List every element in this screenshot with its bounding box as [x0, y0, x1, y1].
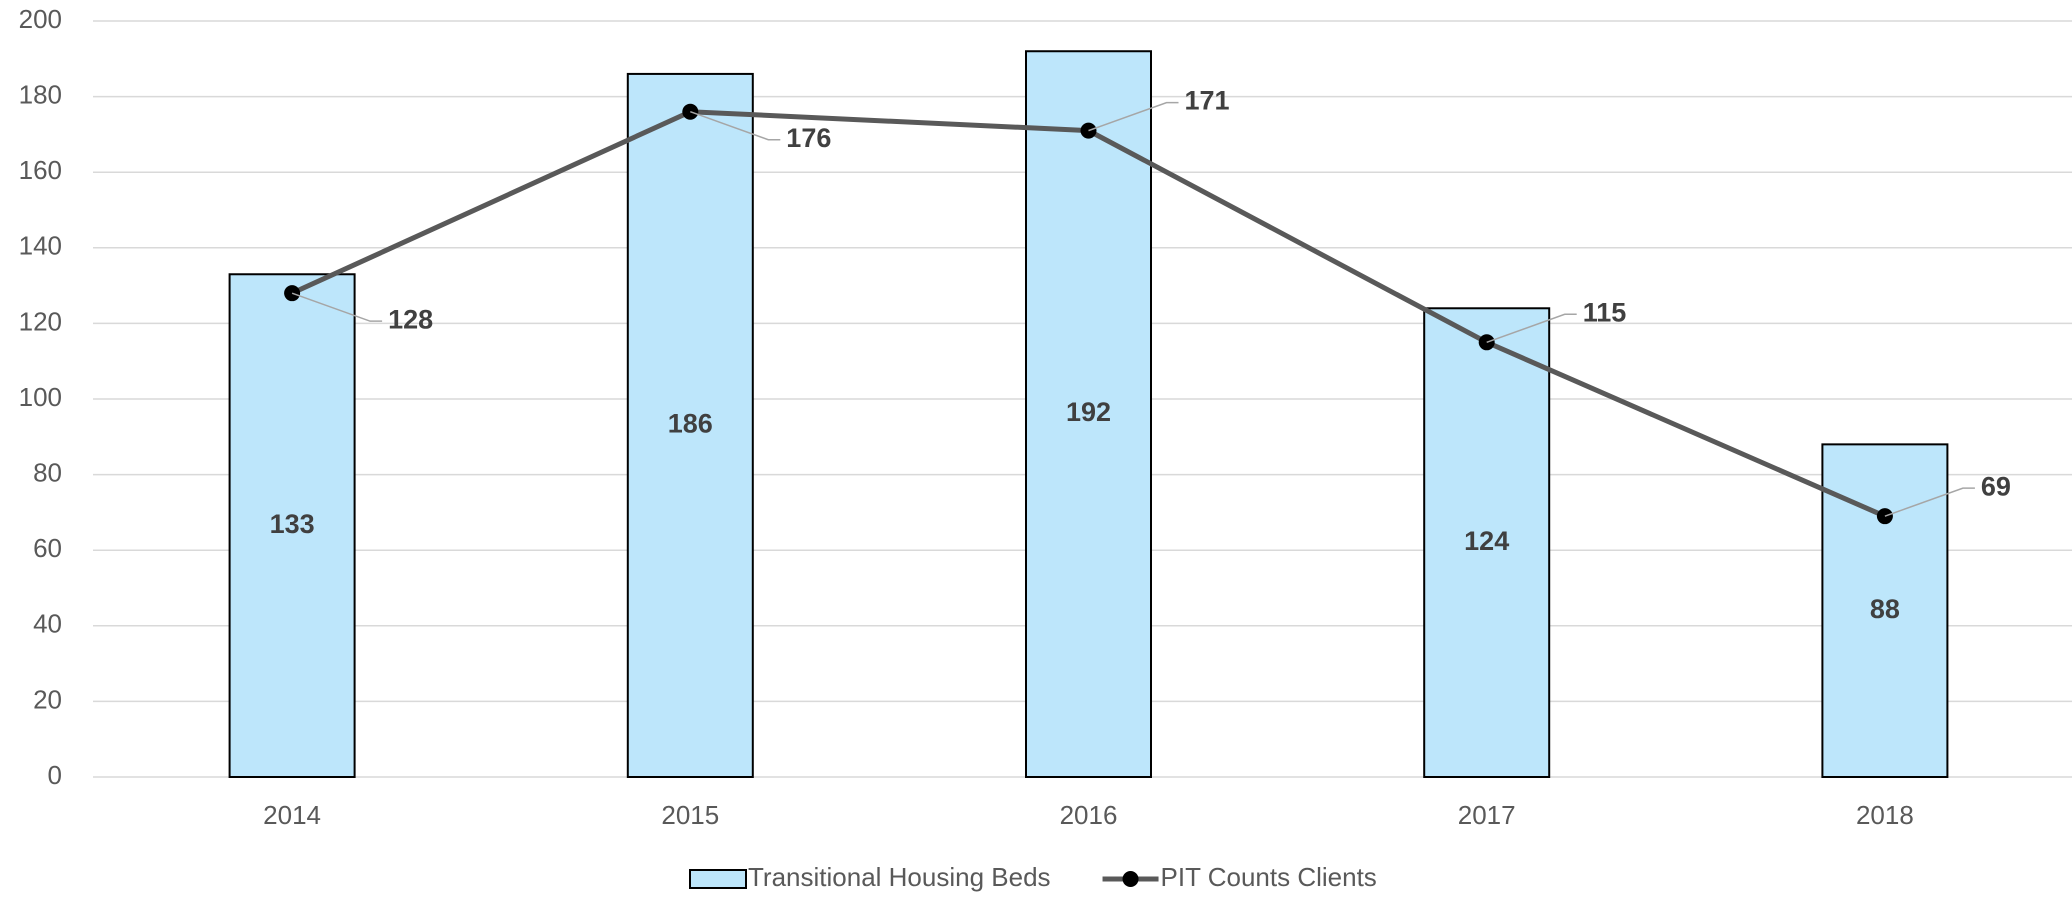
leader-line: [291, 292, 383, 322]
x-tick-label: 2015: [661, 800, 719, 830]
data-label: 176: [786, 123, 831, 153]
y-tick-label: 120: [19, 306, 62, 336]
data-label: 186: [668, 409, 713, 439]
legend-label: PIT Counts Clients: [1161, 862, 1377, 892]
bar: [1025, 50, 1152, 779]
x-tick-label: 2017: [1458, 800, 1516, 830]
leader-line: [1486, 313, 1577, 344]
y-tick-label: 140: [19, 231, 62, 261]
y-tick-label: 200: [19, 4, 62, 34]
legend-swatch: [689, 869, 747, 889]
data-label: 133: [270, 509, 315, 539]
leader-line: [1088, 101, 1179, 132]
leader-line: [690, 111, 781, 141]
data-label: 115: [1583, 297, 1627, 327]
y-tick-label: 40: [33, 609, 62, 639]
y-tick-label: 20: [33, 684, 62, 714]
data-label: 192: [1066, 397, 1111, 427]
y-tick-label: 180: [19, 79, 62, 109]
data-label: 124: [1464, 526, 1509, 556]
y-tick-label: 80: [33, 457, 62, 487]
data-label: 171: [1185, 86, 1230, 116]
bar: [228, 273, 356, 778]
y-tick-label: 0: [48, 760, 62, 790]
x-tick-label: 2016: [1060, 800, 1118, 830]
x-tick-label: 2018: [1856, 800, 1914, 830]
bar: [626, 72, 754, 779]
y-tick-label: 160: [19, 155, 62, 185]
legend-label: Transitional Housing Beds: [748, 862, 1051, 892]
x-tick-label: 2014: [263, 800, 321, 830]
data-label: 88: [1870, 594, 1900, 624]
leader-line: [1884, 487, 1975, 517]
y-tick-label: 100: [19, 382, 62, 412]
y-tick-label: 60: [33, 533, 62, 563]
data-label: 128: [388, 304, 433, 334]
data-label: 69: [1981, 471, 2011, 501]
bar: [1423, 307, 1551, 778]
legend-marker: [1122, 871, 1139, 887]
